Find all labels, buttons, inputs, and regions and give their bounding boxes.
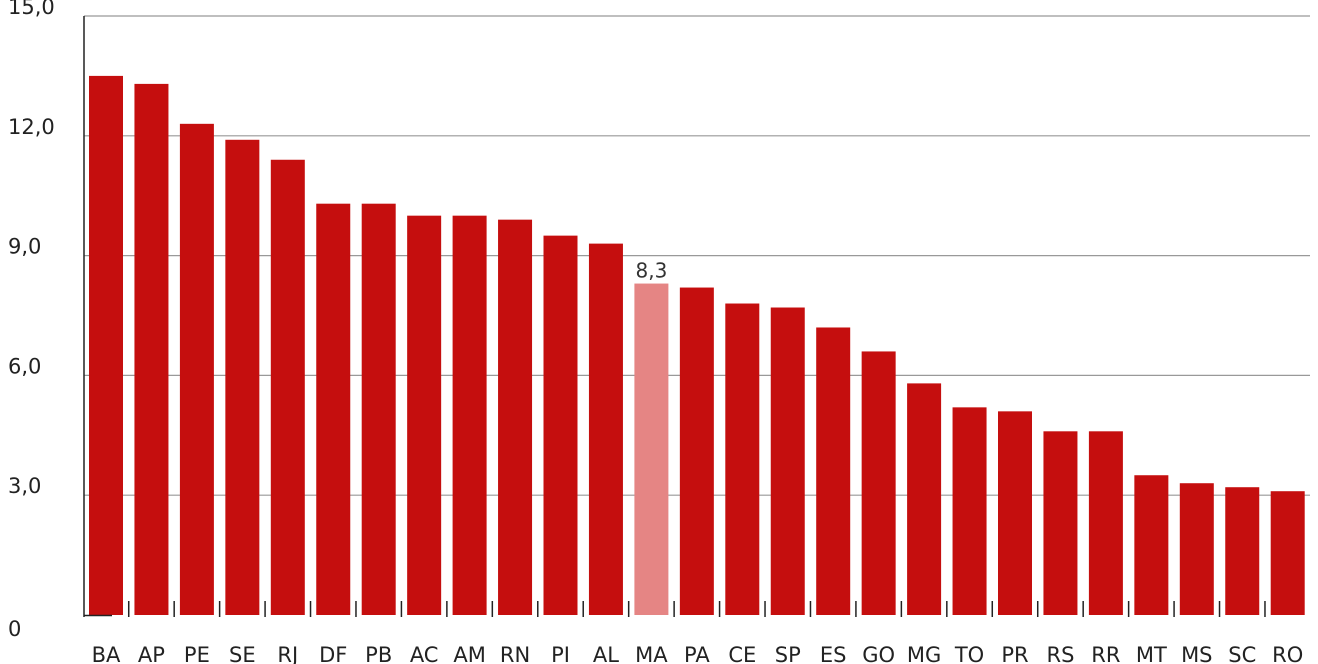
x-category-label: RS	[1046, 643, 1074, 664]
bar-rs	[1043, 431, 1078, 615]
y-tick-label: 0	[8, 617, 21, 641]
y-tick-label: 15,0	[8, 0, 55, 19]
bars	[89, 75, 1305, 616]
x-category-label: AL	[593, 643, 619, 664]
bar-mg	[907, 383, 942, 615]
x-category-label: GO	[862, 643, 895, 664]
y-tick-label: 3,0	[8, 474, 41, 498]
x-category-label: PI	[551, 643, 570, 664]
x-category-label: PB	[365, 643, 392, 664]
y-axis-tick-labels: 0 3,0 6,0 9,0 12,0 15,0	[8, 0, 55, 641]
bar-mt	[1134, 475, 1169, 615]
bar-ac	[407, 215, 442, 615]
bar-ap	[134, 83, 169, 616]
x-category-label: CE	[728, 643, 756, 664]
bar-pr	[998, 411, 1032, 615]
x-category-label: RJ	[277, 643, 298, 664]
bar-es	[816, 327, 851, 615]
bar-ms	[1179, 483, 1214, 615]
bar-ro	[1270, 491, 1305, 615]
bar-pe	[179, 123, 214, 615]
x-category-label: MT	[1136, 643, 1167, 664]
x-category-label: SP	[775, 643, 801, 664]
x-category-label: SC	[1228, 643, 1256, 664]
x-category-label: MS	[1181, 643, 1212, 664]
bar-rn	[498, 219, 533, 615]
bar-pi	[543, 235, 578, 615]
bar-am	[452, 215, 487, 615]
axes	[83, 16, 1266, 617]
x-category-label: BA	[92, 643, 121, 664]
x-category-label: ES	[820, 643, 847, 664]
x-category-label: SE	[229, 643, 256, 664]
y-tick-label: 9,0	[8, 235, 41, 259]
bar-rj	[270, 159, 305, 615]
x-category-label: DF	[319, 643, 347, 664]
bar-al	[588, 243, 623, 615]
x-category-label: PA	[684, 643, 710, 664]
bar-df	[316, 203, 351, 616]
bar-se	[225, 139, 260, 615]
bar-ce	[725, 303, 760, 615]
y-tick-label: 6,0	[8, 354, 41, 378]
x-category-label: RO	[1272, 643, 1303, 664]
x-category-label: AC	[410, 643, 439, 664]
bar-sp	[770, 307, 805, 615]
bar-pa	[679, 287, 714, 615]
data-labels: 8,3	[635, 259, 667, 283]
x-category-label: PR	[1001, 643, 1028, 664]
bar-rr	[1088, 431, 1123, 615]
y-tick-label: 12,0	[8, 115, 55, 139]
x-category-label: AM	[453, 643, 485, 664]
bar-go	[861, 351, 896, 615]
x-category-label: MA	[635, 643, 668, 664]
x-category-label: MG	[907, 643, 941, 664]
x-category-label: PE	[184, 643, 210, 664]
x-category-label: RR	[1091, 643, 1120, 664]
bar-sc	[1225, 487, 1260, 615]
bar-ma	[634, 283, 669, 615]
x-axis-category-labels: BA AP PE SE RJ DF PB AC AM RN PI AL MA PA CE SP ES GO MG TO…	[92, 643, 1304, 664]
x-category-label: TO	[954, 643, 984, 664]
bar-pb	[361, 203, 396, 616]
x-category-label: RN	[500, 643, 530, 664]
x-category-label: AP	[138, 643, 165, 664]
bar-to	[952, 407, 987, 615]
data-label-highlighted: 8,3	[635, 259, 667, 283]
bar-ba	[89, 75, 123, 615]
